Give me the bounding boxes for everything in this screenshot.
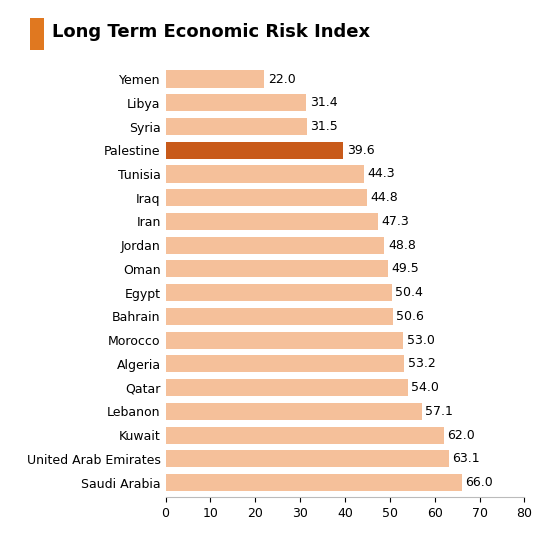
Bar bbox=[166, 165, 364, 183]
Bar bbox=[166, 141, 343, 159]
Text: Long Term Economic Risk Index: Long Term Economic Risk Index bbox=[52, 23, 370, 42]
Text: 53.0: 53.0 bbox=[407, 334, 435, 347]
Bar bbox=[166, 332, 404, 349]
Text: 39.6: 39.6 bbox=[347, 144, 374, 157]
Text: 31.5: 31.5 bbox=[310, 120, 338, 133]
Text: 31.4: 31.4 bbox=[310, 96, 338, 109]
Text: 50.4: 50.4 bbox=[395, 286, 423, 299]
Bar bbox=[166, 308, 392, 325]
Text: 50.6: 50.6 bbox=[396, 310, 424, 323]
Bar bbox=[166, 427, 444, 444]
Text: 48.8: 48.8 bbox=[388, 239, 416, 252]
Text: 49.5: 49.5 bbox=[391, 262, 419, 275]
Text: 53.2: 53.2 bbox=[408, 357, 436, 370]
Text: 44.3: 44.3 bbox=[368, 167, 395, 180]
Text: 66.0: 66.0 bbox=[465, 476, 493, 489]
Bar bbox=[166, 260, 388, 278]
Bar bbox=[166, 355, 404, 373]
Bar bbox=[166, 118, 307, 135]
Bar bbox=[166, 450, 449, 467]
Bar bbox=[166, 237, 384, 254]
Bar bbox=[166, 379, 408, 396]
Text: 47.3: 47.3 bbox=[381, 215, 409, 228]
Bar bbox=[166, 213, 378, 230]
Bar bbox=[166, 284, 391, 301]
Bar bbox=[166, 94, 306, 111]
Text: 63.1: 63.1 bbox=[452, 453, 480, 465]
Bar bbox=[166, 71, 264, 87]
Text: 54.0: 54.0 bbox=[411, 381, 439, 394]
Text: 57.1: 57.1 bbox=[425, 405, 453, 418]
Bar bbox=[166, 189, 367, 206]
Text: 22.0: 22.0 bbox=[268, 72, 296, 85]
Text: 44.8: 44.8 bbox=[370, 191, 398, 204]
Text: 62.0: 62.0 bbox=[447, 429, 475, 442]
Bar bbox=[166, 403, 422, 420]
Bar bbox=[166, 474, 461, 491]
